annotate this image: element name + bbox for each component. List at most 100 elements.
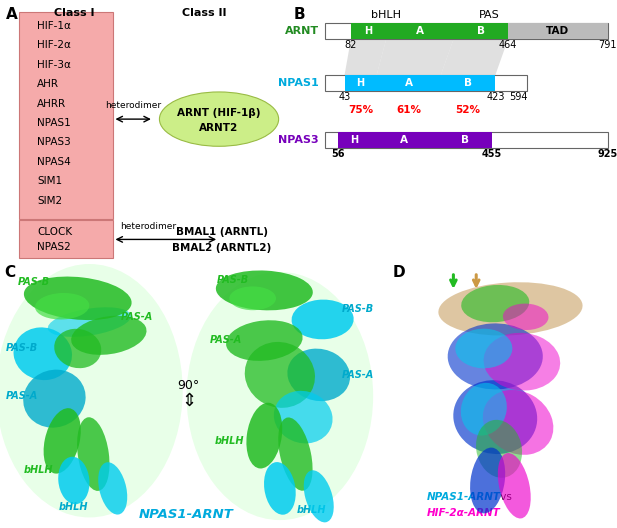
Ellipse shape bbox=[159, 92, 279, 146]
Text: NPAS1: NPAS1 bbox=[278, 78, 319, 88]
Text: PAS-A: PAS-A bbox=[6, 391, 38, 401]
Text: 423: 423 bbox=[486, 92, 505, 102]
Text: A: A bbox=[416, 26, 424, 36]
Text: HIF-2α-ARNT: HIF-2α-ARNT bbox=[427, 508, 500, 518]
Text: PAS-B: PAS-B bbox=[6, 344, 38, 353]
FancyBboxPatch shape bbox=[19, 12, 113, 219]
Ellipse shape bbox=[14, 327, 72, 380]
Text: ARNT (HIF-1β): ARNT (HIF-1β) bbox=[177, 108, 261, 118]
Text: HIF-1α: HIF-1α bbox=[38, 21, 72, 31]
Text: bHLH: bHLH bbox=[371, 11, 401, 21]
Ellipse shape bbox=[482, 390, 553, 455]
FancyBboxPatch shape bbox=[508, 23, 608, 39]
Text: NPAS4: NPAS4 bbox=[38, 157, 71, 167]
FancyBboxPatch shape bbox=[344, 75, 376, 91]
Text: PAS-B: PAS-B bbox=[342, 304, 374, 314]
Ellipse shape bbox=[246, 403, 282, 468]
Polygon shape bbox=[344, 39, 386, 75]
Text: BMAL2 (ARNTL2): BMAL2 (ARNTL2) bbox=[172, 243, 271, 253]
Polygon shape bbox=[441, 39, 508, 75]
Text: A: A bbox=[405, 78, 413, 88]
FancyBboxPatch shape bbox=[437, 132, 492, 147]
Text: Class II: Class II bbox=[182, 8, 226, 18]
Text: PAS-B: PAS-B bbox=[17, 277, 49, 287]
Text: D: D bbox=[392, 265, 405, 280]
FancyBboxPatch shape bbox=[376, 75, 441, 91]
Text: ARNT2: ARNT2 bbox=[199, 123, 239, 133]
Ellipse shape bbox=[453, 380, 537, 454]
Text: B: B bbox=[477, 26, 485, 36]
Text: B: B bbox=[293, 6, 305, 22]
Ellipse shape bbox=[24, 277, 131, 320]
Text: 56: 56 bbox=[331, 149, 345, 159]
Text: bHLH: bHLH bbox=[215, 436, 244, 446]
Text: BMAL1 (ARNTL): BMAL1 (ARNTL) bbox=[176, 227, 268, 237]
Ellipse shape bbox=[476, 420, 522, 478]
Ellipse shape bbox=[264, 462, 296, 515]
Text: 61%: 61% bbox=[396, 105, 421, 115]
FancyBboxPatch shape bbox=[441, 75, 495, 91]
Text: bHLH: bHLH bbox=[58, 502, 88, 512]
Text: A: A bbox=[400, 135, 408, 145]
Ellipse shape bbox=[461, 383, 507, 436]
FancyBboxPatch shape bbox=[370, 132, 437, 147]
Text: bHLH: bHLH bbox=[23, 465, 53, 475]
Text: H: H bbox=[365, 26, 373, 36]
Ellipse shape bbox=[455, 328, 512, 369]
Ellipse shape bbox=[71, 316, 146, 355]
Text: NPAS1-ARNT: NPAS1-ARNT bbox=[427, 492, 501, 502]
Text: B: B bbox=[464, 78, 472, 88]
Text: heterodimer: heterodimer bbox=[120, 222, 176, 231]
Text: H: H bbox=[357, 78, 365, 88]
Text: C: C bbox=[4, 265, 15, 280]
Text: 464: 464 bbox=[499, 40, 517, 50]
FancyBboxPatch shape bbox=[19, 220, 113, 258]
Text: 791: 791 bbox=[598, 40, 617, 50]
FancyBboxPatch shape bbox=[338, 132, 370, 147]
Ellipse shape bbox=[23, 370, 86, 428]
Text: NPAS3: NPAS3 bbox=[278, 135, 319, 145]
Text: PAS-A: PAS-A bbox=[120, 312, 153, 322]
FancyBboxPatch shape bbox=[325, 75, 528, 91]
Text: 594: 594 bbox=[509, 92, 528, 102]
Text: HIF-2α: HIF-2α bbox=[38, 40, 72, 50]
FancyBboxPatch shape bbox=[325, 23, 608, 39]
Text: 43: 43 bbox=[338, 92, 350, 102]
Text: ⇕: ⇕ bbox=[181, 392, 196, 410]
Text: A: A bbox=[6, 6, 18, 22]
Text: 52%: 52% bbox=[455, 105, 481, 115]
Ellipse shape bbox=[58, 457, 89, 504]
Ellipse shape bbox=[503, 304, 549, 330]
Ellipse shape bbox=[484, 333, 560, 391]
FancyBboxPatch shape bbox=[453, 23, 508, 39]
Text: 75%: 75% bbox=[348, 105, 373, 115]
Ellipse shape bbox=[448, 323, 543, 390]
Text: NPAS3: NPAS3 bbox=[38, 137, 71, 147]
Text: HIF-3α: HIF-3α bbox=[38, 60, 72, 70]
Text: SIM1: SIM1 bbox=[38, 176, 62, 186]
Ellipse shape bbox=[274, 391, 333, 444]
Text: SIM2: SIM2 bbox=[38, 195, 62, 205]
FancyBboxPatch shape bbox=[325, 132, 608, 147]
Ellipse shape bbox=[288, 348, 350, 401]
Text: PAS-B: PAS-B bbox=[217, 275, 249, 285]
Polygon shape bbox=[376, 39, 453, 75]
Text: vs: vs bbox=[497, 492, 512, 502]
Ellipse shape bbox=[470, 448, 505, 513]
Text: NPAS1: NPAS1 bbox=[38, 118, 71, 128]
Text: 455: 455 bbox=[482, 149, 502, 159]
Ellipse shape bbox=[278, 418, 313, 491]
Text: NPAS1-ARNT: NPAS1-ARNT bbox=[139, 508, 234, 522]
Ellipse shape bbox=[461, 285, 529, 322]
Text: H: H bbox=[350, 135, 358, 145]
Ellipse shape bbox=[498, 453, 531, 518]
Ellipse shape bbox=[438, 282, 582, 335]
FancyBboxPatch shape bbox=[351, 23, 386, 39]
Ellipse shape bbox=[0, 264, 183, 517]
Ellipse shape bbox=[226, 320, 302, 361]
Ellipse shape bbox=[54, 329, 101, 368]
FancyBboxPatch shape bbox=[386, 23, 453, 39]
Ellipse shape bbox=[186, 272, 373, 520]
Text: PAS-A: PAS-A bbox=[209, 335, 242, 345]
Text: Class I: Class I bbox=[54, 8, 95, 18]
